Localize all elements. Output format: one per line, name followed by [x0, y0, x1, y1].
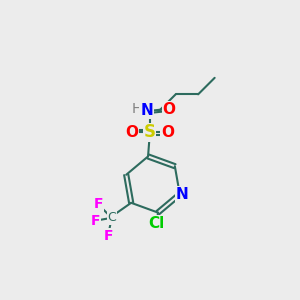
Text: C: C — [107, 211, 116, 224]
Text: O: O — [125, 125, 138, 140]
Text: F: F — [104, 229, 113, 243]
Text: F: F — [93, 197, 103, 211]
Text: N: N — [176, 187, 189, 202]
Text: O: O — [161, 125, 174, 140]
Text: N: N — [140, 103, 153, 118]
Text: O: O — [163, 102, 176, 117]
Text: H: H — [132, 102, 142, 116]
Text: S: S — [144, 123, 156, 141]
Text: Cl: Cl — [148, 216, 165, 231]
Text: F: F — [90, 214, 100, 228]
